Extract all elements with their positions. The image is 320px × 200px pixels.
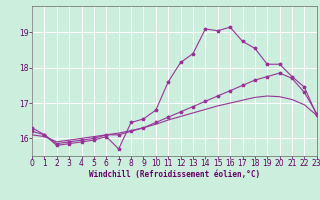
X-axis label: Windchill (Refroidissement éolien,°C): Windchill (Refroidissement éolien,°C) xyxy=(89,170,260,179)
